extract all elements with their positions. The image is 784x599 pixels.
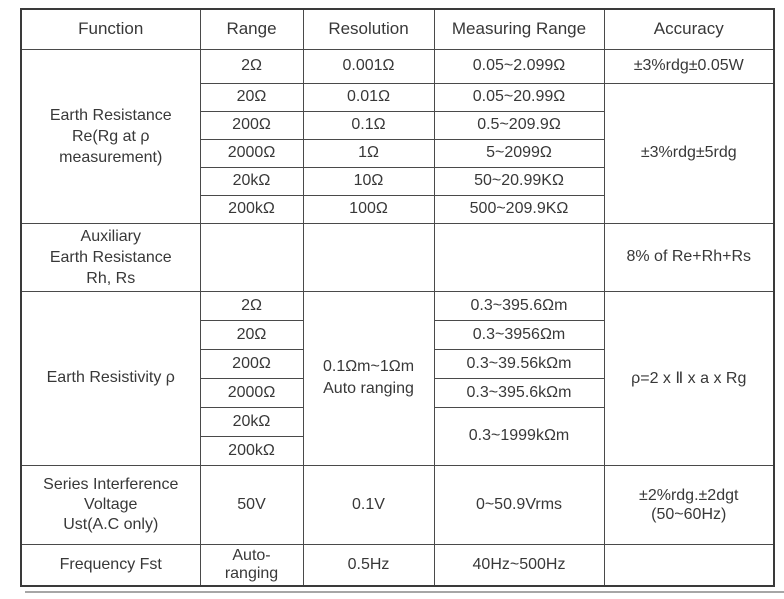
col-header-resolution: Resolution: [302, 8, 435, 50]
measuring-range-cell-merged: 0.3~1999kΩm: [433, 406, 605, 466]
function-cell-series-interference-voltage: Series Interference Voltage Ust(A.C only…: [20, 464, 201, 545]
resolution-cell-empty: [302, 222, 435, 292]
measuring-range-cell: 50~20.99KΩ: [433, 166, 605, 196]
resolution-cell: 0.1Ω: [302, 110, 435, 140]
table-row: 20kΩ 10Ω 50~20.99KΩ: [21, 166, 774, 196]
accuracy-cell: 8% of Re+Rh+Rs: [603, 222, 775, 292]
resolution-cell-merged: 0.1Ωm~1Ωm Auto ranging: [302, 290, 435, 466]
table-row: 20Ω 0.01Ω 0.05~20.99Ω ±3%rdg±5rdg: [21, 82, 775, 224]
col-header-measuring-range: Measuring Range: [433, 8, 605, 50]
accuracy-cell-empty: [603, 543, 775, 587]
function-cell-frequency: Frequency Fst: [20, 543, 201, 587]
table-row: 200kΩ: [21, 435, 774, 466]
range-cell: 2Ω: [199, 48, 304, 84]
range-cell: 20Ω: [199, 319, 304, 350]
range-cell: 200Ω: [199, 110, 304, 140]
specification-table: Function Range Resolution Measuring Rang…: [20, 8, 775, 587]
range-cell: 50V: [199, 464, 304, 545]
measuring-range-cell: 0.3~395.6kΩm: [433, 377, 605, 408]
resolution-cell: 100Ω: [302, 194, 435, 224]
measuring-range-cell: 40Hz~500Hz: [433, 543, 605, 587]
measuring-range-cell-empty: [433, 222, 605, 292]
range-cell: 2Ω: [199, 290, 304, 321]
resolution-cell: 0.1V: [302, 464, 435, 545]
range-cell-empty: [199, 222, 304, 292]
page-divider-line: [25, 591, 784, 593]
resolution-cell: 0.01Ω: [302, 82, 435, 112]
col-header-accuracy: Accuracy: [603, 8, 775, 50]
measuring-range-cell: 0.3~395.6Ωm: [433, 290, 605, 321]
table-row: 200Ω 0.1Ω 0.5~209.9Ω: [21, 110, 774, 140]
function-cell-earth-resistance: Earth Resistance Re(Rg at ρ measurement): [20, 48, 201, 224]
measuring-range-cell: 0.3~3956Ωm: [433, 319, 605, 350]
function-cell-earth-resistivity: Earth Resistivity ρ: [20, 290, 201, 466]
measuring-range-cell: 500~209.9KΩ: [433, 194, 605, 224]
table-row: 200kΩ 100Ω 500~209.9KΩ: [21, 194, 774, 224]
range-cell: Auto- ranging: [199, 543, 304, 587]
range-cell: 200Ω: [199, 348, 304, 379]
col-header-function: Function: [20, 8, 201, 50]
measuring-range-cell: 0~50.9Vrms: [433, 464, 605, 545]
measuring-range-cell: 0.3~39.56kΩm: [433, 348, 605, 379]
header-row: Function Range Resolution Measuring Rang…: [20, 8, 775, 50]
measuring-range-cell: 0.5~209.9Ω: [433, 110, 605, 140]
table-row: Series Interference Voltage Ust(A.C only…: [20, 464, 775, 545]
table-row: Earth Resistivity ρ 2Ω 0.1Ωm~1Ωm Auto ra…: [20, 290, 775, 466]
resolution-cell: 10Ω: [302, 166, 435, 196]
range-cell: 2000Ω: [199, 138, 304, 168]
range-cell: 20kΩ: [199, 406, 304, 437]
table-row: Frequency Fst Auto- ranging 0.5Hz 40Hz~5…: [20, 543, 775, 587]
table-row: Auxiliary Earth Resistance Rh, Rs 8% of …: [20, 222, 775, 292]
function-cell-auxiliary-earth-resistance: Auxiliary Earth Resistance Rh, Rs: [20, 222, 201, 292]
resolution-cell: 0.5Hz: [302, 543, 435, 587]
accuracy-cell-merged: ±3%rdg±5rdg: [603, 82, 775, 224]
table-row: 2000Ω 1Ω 5~2099Ω: [21, 138, 774, 168]
table-row: 200Ω 0.3~39.56kΩm: [21, 348, 774, 379]
accuracy-cell-formula: ρ=2 x Ⅱ x a x Rg: [603, 290, 775, 466]
resolution-cell: 0.001Ω: [302, 48, 435, 84]
range-cell: 200kΩ: [199, 435, 304, 466]
range-cell: 200kΩ: [199, 194, 304, 224]
range-cell: 20Ω: [199, 82, 304, 112]
table-row: Earth Resistance Re(Rg at ρ measurement)…: [20, 48, 775, 224]
range-cell: 20kΩ: [199, 166, 304, 196]
accuracy-cell: ±3%rdg±0.05W: [603, 48, 775, 84]
table-row: 20kΩ 0.3~1999kΩm: [21, 406, 774, 466]
col-header-range: Range: [199, 8, 304, 50]
measuring-range-cell: 0.05~2.099Ω: [433, 48, 605, 84]
measuring-range-cell: 5~2099Ω: [433, 138, 605, 168]
accuracy-cell: ±2%rdg.±2dgt (50~60Hz): [603, 464, 775, 545]
measuring-range-cell: 0.05~20.99Ω: [433, 82, 605, 112]
range-cell: 2000Ω: [199, 377, 304, 408]
resolution-cell: 1Ω: [302, 138, 435, 168]
